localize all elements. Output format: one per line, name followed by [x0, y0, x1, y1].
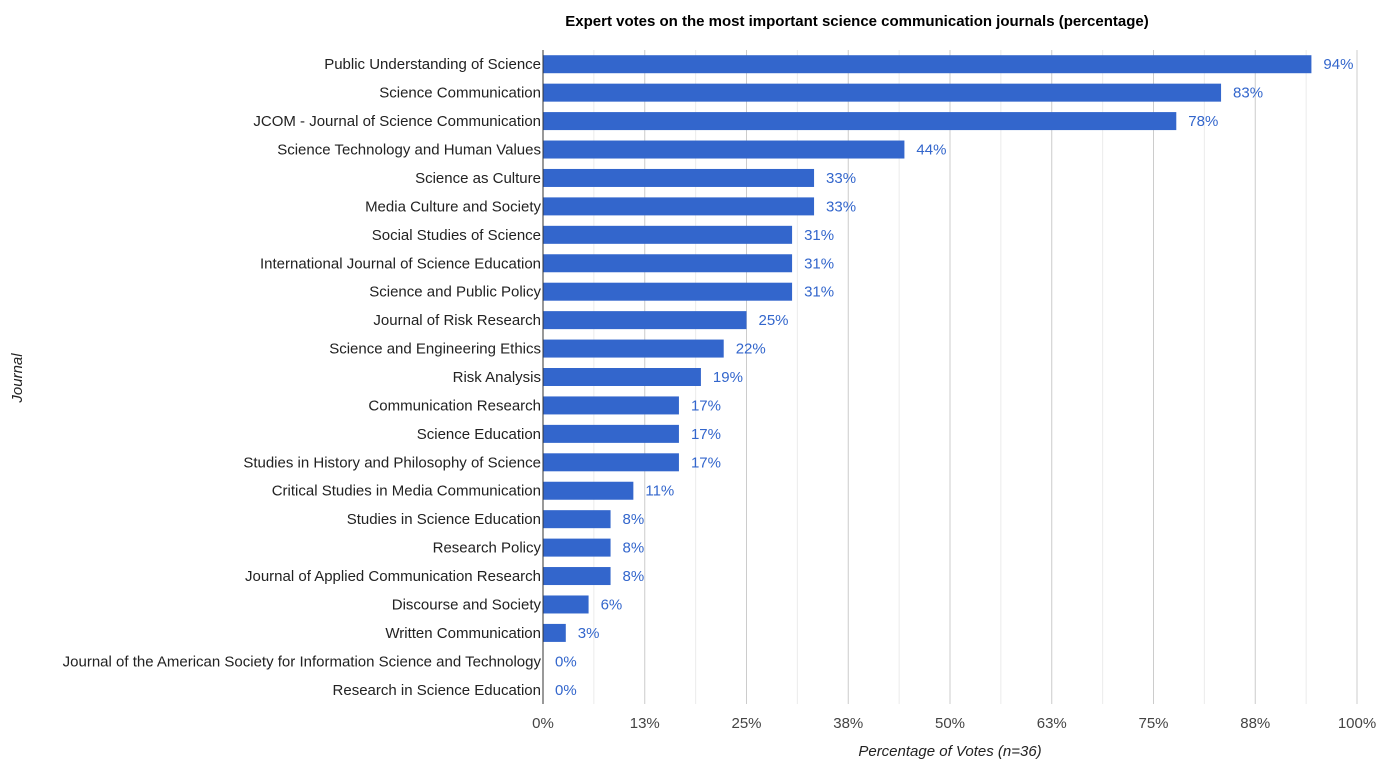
category-label: International Journal of Science Educati…: [260, 255, 541, 272]
category-label: Critical Studies in Media Communication: [272, 483, 541, 500]
bar: [543, 396, 679, 415]
category-label: Studies in History and Philosophy of Sci…: [243, 454, 541, 471]
category-label: Science and Engineering Ethics: [329, 341, 541, 358]
bar: [543, 168, 815, 187]
bar: [543, 282, 793, 301]
value-label: 11%: [645, 483, 674, 500]
category-label: Science Technology and Human Values: [277, 142, 541, 159]
bar: [543, 424, 679, 443]
value-label: 0%: [555, 682, 577, 699]
bar: [543, 368, 701, 386]
bar: [543, 567, 611, 586]
value-label: 3%: [578, 625, 600, 642]
bar: [543, 538, 611, 557]
category-label: Studies in Science Education: [347, 511, 541, 528]
value-label: 19%: [713, 369, 743, 386]
category-label: Communication Research: [368, 397, 541, 414]
value-label: 33%: [826, 198, 856, 215]
x-tick-label: 50%: [935, 715, 965, 732]
category-label: Social Studies of Science: [372, 227, 541, 244]
category-label: JCOM - Journal of Science Communication: [253, 113, 541, 130]
category-label: Public Understanding of Science: [324, 56, 541, 73]
category-label: Journal of Applied Communication Researc…: [245, 568, 541, 585]
category-label: Research Policy: [433, 540, 542, 557]
bar: [543, 254, 793, 273]
value-label: 31%: [804, 255, 834, 272]
x-tick-label: 100%: [1338, 715, 1376, 732]
category-labels: Public Understanding of Science Science C…: [63, 56, 542, 699]
bar: [543, 595, 589, 614]
bar: [543, 55, 1312, 74]
bar: [543, 623, 566, 642]
x-tick-labels: 0% 13% 25% 38% 50% 63% 75% 88% 100%: [532, 715, 1376, 732]
value-label: 31%: [804, 227, 834, 244]
value-label: 0%: [555, 653, 577, 670]
category-label: Science Education: [417, 426, 541, 443]
value-label: 17%: [691, 454, 721, 471]
bar: [543, 311, 747, 330]
category-label: Risk Analysis: [453, 369, 541, 386]
category-label: Discourse and Society: [392, 596, 542, 613]
x-tick-label: 0%: [532, 715, 554, 732]
bar: [543, 225, 793, 244]
value-label: 8%: [623, 540, 645, 557]
value-label: 33%: [826, 170, 856, 187]
value-label: 8%: [623, 568, 645, 585]
category-label: Written Communication: [385, 625, 541, 642]
value-label: 6%: [601, 596, 623, 613]
category-label: Media Culture and Society: [365, 198, 541, 215]
y-axis-title: Journal: [9, 353, 26, 404]
value-label: 17%: [691, 426, 721, 443]
bar: [543, 453, 679, 472]
bar: [543, 510, 611, 529]
bar: [543, 140, 905, 159]
category-label: Journal of the American Society for Info…: [63, 653, 542, 670]
value-label: 78%: [1188, 113, 1218, 130]
value-label: 8%: [623, 511, 645, 528]
value-label: 31%: [804, 284, 834, 301]
bar: [543, 197, 815, 216]
value-label: 83%: [1233, 85, 1263, 102]
category-label: Journal of Risk Research: [373, 312, 541, 329]
value-label: 17%: [691, 397, 721, 414]
bar: [543, 481, 634, 500]
value-label: 94%: [1323, 56, 1353, 73]
x-tick-label: 25%: [731, 715, 761, 732]
chart-title: Expert votes on the most important scien…: [565, 13, 1148, 30]
bar: [543, 112, 1177, 131]
gridlines: [593, 50, 1358, 704]
x-axis-title: Percentage of Votes (n=36): [858, 743, 1041, 760]
category-label: Science and Public Policy: [369, 284, 541, 301]
x-tick-label: 88%: [1240, 715, 1270, 732]
x-tick-label: 63%: [1037, 715, 1067, 732]
x-tick-label: 75%: [1138, 715, 1168, 732]
x-tick-label: 38%: [833, 715, 863, 732]
value-label: 22%: [736, 341, 766, 358]
value-label: 25%: [759, 312, 789, 329]
bars: [543, 55, 1312, 642]
x-tick-label: 13%: [630, 715, 660, 732]
bar: [543, 339, 724, 358]
category-label: Research in Science Education: [333, 682, 541, 699]
value-labels: 94% 83% 78% 44% 33% 33% 31% 31% 31% 25% 22% 19% 17% 1…: [555, 56, 1353, 699]
value-label: 44%: [916, 142, 946, 159]
bar: [543, 83, 1222, 102]
category-label: Science as Culture: [415, 170, 541, 187]
category-label: Science Communication: [379, 85, 541, 102]
